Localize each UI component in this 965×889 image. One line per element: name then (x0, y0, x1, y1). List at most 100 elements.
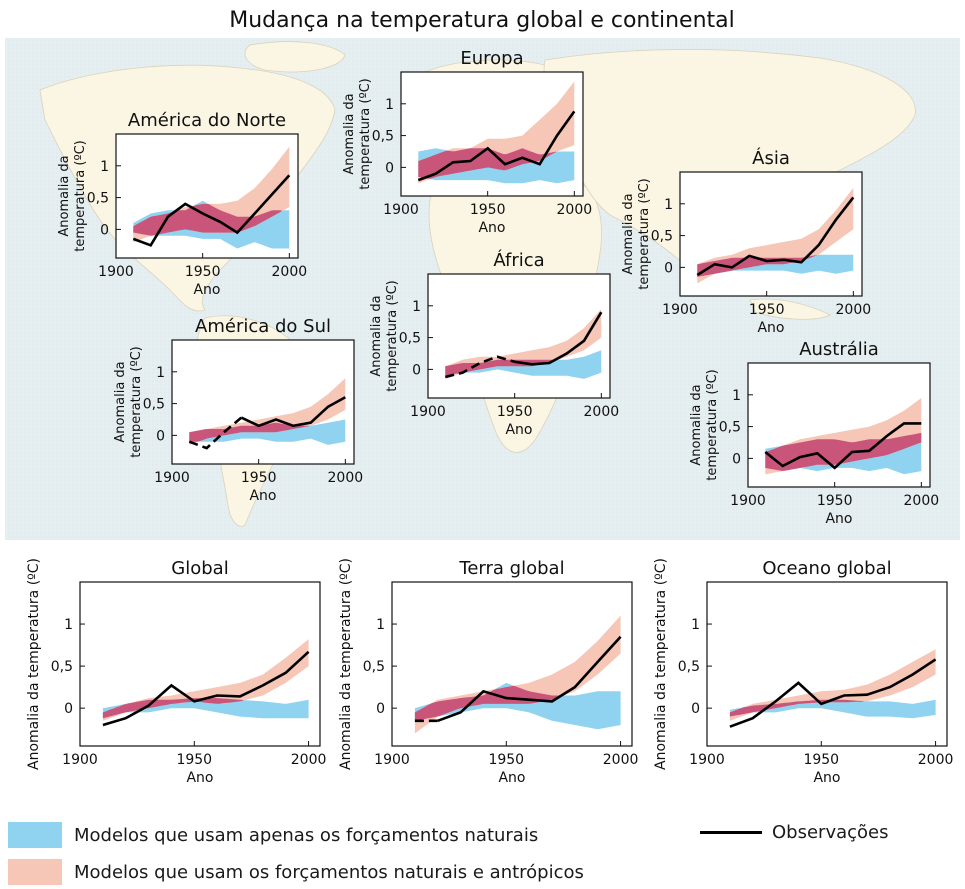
chart-frame (391, 581, 633, 747)
overlap-band (729, 699, 864, 717)
y-axis-label-line2: temperatura (ºC) (358, 78, 373, 189)
x-tick-label: 1900 (662, 302, 698, 318)
y-tick-label: 0 (64, 701, 73, 717)
x-tick-label: 1950 (241, 470, 277, 486)
legend-item-anthro: Modelos que usam os forçamentos naturais… (8, 859, 584, 885)
x-tick-label: 1900 (410, 404, 446, 420)
chart-terra-global: 0 0,5 1 1900 1950 2000 Ano Terra global Anomalia… (338, 558, 638, 786)
chart-frame (171, 339, 355, 465)
chart-title: Ásia (752, 147, 790, 169)
observed-line (764, 422, 922, 470)
y-tick-label: 0 (412, 362, 421, 378)
y-tick-label: 1 (664, 197, 673, 213)
x-axis-label: Ano (186, 770, 213, 786)
legend-item-observed: Observações (700, 822, 889, 843)
overlap-band (414, 685, 563, 721)
x-tick-label: 1950 (488, 752, 524, 768)
y-tick-label: 1 (732, 388, 741, 404)
chart-plot-layer (444, 309, 603, 379)
y-tick-label: 0,5 (87, 191, 109, 207)
y-axis-label: Anomalia da temperatura (ºC) (653, 558, 669, 770)
chart-plot-layer (729, 649, 937, 728)
natural-band (414, 682, 621, 730)
observed-line (729, 658, 937, 728)
x-tick-label: 1950 (497, 404, 533, 420)
overlap-band (102, 698, 244, 719)
x-tick-label: 1950 (817, 493, 853, 509)
x-axis-label: Ano (757, 320, 784, 336)
y-axis-label-line2: temperatura (ºC) (385, 280, 400, 391)
x-tick-label: 2000 (291, 752, 327, 768)
x-tick-label: 2000 (603, 752, 639, 768)
legend: Modelos que usam apenas os forçamentos n… (0, 808, 965, 889)
y-axis-label-line1: Anomalia da (369, 295, 384, 376)
x-tick-label: 1950 (749, 302, 785, 318)
chart-title: América do Norte (128, 110, 286, 131)
y-tick-label: 0,5 (143, 397, 165, 413)
x-tick-label: 1900 (62, 752, 98, 768)
y-tick-label: 0,5 (399, 331, 421, 347)
x-tick-label: 2000 (584, 404, 620, 420)
legend-swatch-anthro (8, 859, 62, 885)
land-greenland (244, 41, 346, 73)
observed-line (240, 396, 346, 428)
y-tick-label: 0,5 (51, 659, 73, 675)
chart-title: Austrália (799, 339, 879, 360)
y-tick-label: 0,5 (719, 420, 741, 436)
y-axis-label: Anomalia da temperatura (ºC) (26, 558, 42, 770)
chart-title: América do Sul (195, 316, 331, 337)
y-tick-label: 0,5 (372, 129, 394, 145)
x-axis-label: Ano (193, 282, 220, 298)
chart-plot-area (707, 582, 947, 746)
y-axis-label-line1: Anomalia da (57, 155, 72, 236)
y-axis-label: Anomalia datemperatura (ºC) (342, 78, 373, 189)
y-tick-label: 1 (156, 365, 165, 381)
y-tick-label: 0 (100, 222, 109, 238)
legend-label-observed: Observações (772, 822, 889, 843)
observed-line (102, 650, 310, 727)
y-axis-label: Anomalia da temperatura (ºC) (338, 558, 354, 770)
chart-plot-layer (764, 398, 922, 475)
chart-europa: 0 0,5 1 1900 1950 2000 Ano Europa Anomalia datem… (342, 48, 592, 236)
y-axis-label: Anomalia datemperatura (ºC) (621, 178, 652, 289)
anthro-band (729, 649, 936, 721)
x-tick-label: 1950 (176, 752, 212, 768)
x-tick-label: 1900 (374, 752, 410, 768)
x-axis-label: Ano (478, 220, 505, 236)
chart-frame (706, 581, 948, 747)
x-tick-label: 2000 (904, 493, 940, 509)
x-axis-label: Ano (813, 770, 840, 786)
overlap-band (189, 422, 309, 442)
x-tick-label: 1900 (154, 470, 190, 486)
legend-swatch-observed (700, 831, 762, 834)
y-axis-label-line2: temperatura (ºC) (705, 369, 720, 480)
y-axis-label: Anomalia datemperatura (ºC) (369, 280, 400, 391)
chart-title: Global (171, 558, 228, 579)
chart-frame (679, 171, 863, 297)
y-tick-label: 0 (376, 701, 385, 717)
overlap-band (765, 432, 922, 471)
y-tick-label: 0 (385, 160, 394, 176)
x-tick-label: 1900 (730, 493, 766, 509)
observed-line-dashed (188, 416, 243, 450)
chart-title: Europa (460, 48, 523, 69)
chart-frame (427, 273, 611, 399)
chart-oceano-global: 0 0,5 1 1900 1950 2000 Ano Oceano global Anomali… (653, 558, 953, 786)
y-axis-label: Anomalia datemperatura (ºC) (113, 346, 144, 457)
chart-title: África (493, 249, 544, 271)
legend-swatch-natural (8, 822, 62, 848)
y-axis-label: Anomalia datemperatura (ºC) (689, 369, 720, 480)
observed-line (437, 635, 622, 723)
y-tick-label: 0,5 (678, 659, 700, 675)
main-title: Mudança na temperatura global e continen… (229, 8, 735, 33)
x-axis-label: Ano (249, 488, 276, 504)
chart-plot-layer (696, 187, 855, 284)
observed-line (696, 196, 855, 277)
y-axis-label-line1: Anomalia da (342, 93, 357, 174)
x-tick-label: 2000 (836, 302, 872, 318)
x-tick-label: 1900 (383, 202, 419, 218)
chart-america-do-sul: 0 0,5 1 1900 1950 2000 Ano América do Sul Anomal… (113, 316, 363, 504)
overlap-band (133, 203, 282, 236)
x-tick-label: 1950 (470, 202, 506, 218)
